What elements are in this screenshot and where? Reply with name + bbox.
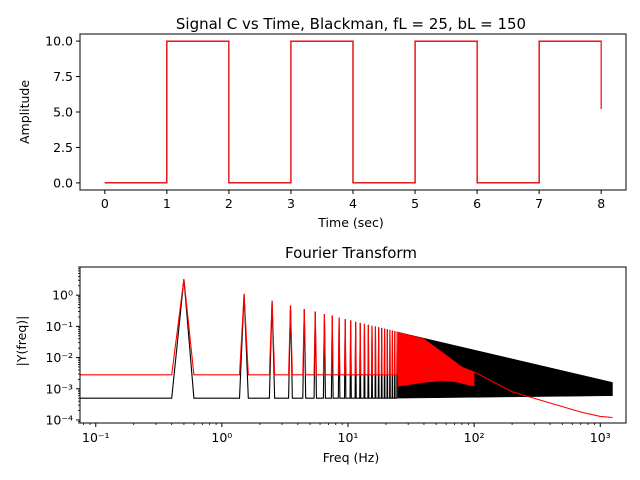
- fft-series-red: [80, 278, 398, 376]
- fft-tail-red: [473, 371, 613, 419]
- y-tick-label: 2.5: [53, 140, 73, 155]
- x-tick-label: 0: [101, 196, 109, 211]
- y-tick-label: 0.0: [53, 175, 73, 190]
- y-tick-label: 7.5: [53, 69, 73, 84]
- fft-plot-frame: [79, 266, 627, 424]
- time-plot-ylabel: Amplitude: [17, 80, 32, 144]
- time-plot-series: [104, 40, 602, 184]
- x-tick-label: 6: [473, 196, 481, 211]
- x-tick-label: 4: [349, 196, 357, 211]
- x-tick-label: 8: [597, 196, 605, 211]
- y-tick-label: 10⁻³: [45, 381, 73, 396]
- y-tick-label: 10⁻⁴: [45, 412, 73, 427]
- time-plot: Signal C vs Time, Blackman, fL = 25, bL …: [17, 15, 627, 230]
- x-tick-label: 5: [411, 196, 419, 211]
- x-tick-label: 10¹: [338, 430, 359, 445]
- time-plot-frame: [79, 33, 627, 191]
- fft-band-red: [397, 331, 475, 387]
- time-plot-y-ticks: 0.0 2.5 5.0 7.5 10.0: [45, 34, 80, 190]
- x-tick-label: 3: [287, 196, 295, 211]
- time-plot-xlabel: Time (sec): [317, 215, 383, 230]
- x-tick-label: 10³: [590, 430, 611, 445]
- fft-plot-x-ticks: 10⁻¹ 10⁰ 10¹ 10² 10³: [82, 423, 611, 445]
- y-tick-label: 10⁻²: [45, 350, 73, 365]
- x-tick-label: 10²: [464, 430, 485, 445]
- y-tick-label: 10⁻¹: [45, 319, 73, 334]
- x-tick-label: 1: [163, 196, 171, 211]
- time-plot-x-ticks: 0 1 2 3 4 5 6 7 8: [101, 190, 605, 211]
- fft-plot-xlabel: Freq (Hz): [323, 450, 379, 465]
- x-tick-label: 10⁻¹: [82, 430, 110, 445]
- y-tick-label: 5.0: [53, 105, 73, 120]
- fft-plot-series: [80, 278, 613, 419]
- signal-series-red: [104, 40, 602, 184]
- fft-plot-ylabel: |Y(freq)|: [14, 316, 29, 367]
- y-tick-label: 10⁰: [52, 288, 73, 303]
- fft-plot: Fourier Transform Freq (Hz) |Y(freq)| 10…: [14, 244, 627, 465]
- x-tick-label: 2: [225, 196, 233, 211]
- x-tick-label: 7: [535, 196, 543, 211]
- time-plot-title: Signal C vs Time, Blackman, fL = 25, bL …: [176, 15, 526, 33]
- x-tick-label: 10⁰: [211, 430, 232, 445]
- fft-plot-y-ticks: 10⁻⁴ 10⁻³ 10⁻² 10⁻¹ 10⁰: [45, 266, 80, 427]
- y-tick-label: 10.0: [45, 34, 73, 49]
- fft-plot-title: Fourier Transform: [285, 244, 417, 262]
